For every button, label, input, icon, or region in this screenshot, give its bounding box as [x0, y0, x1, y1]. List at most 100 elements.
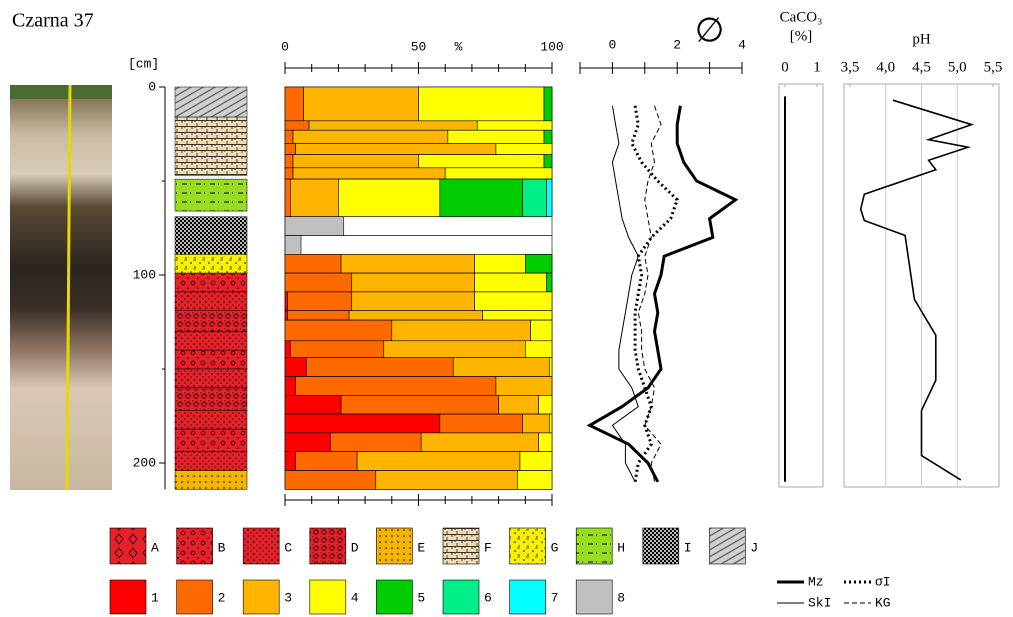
bar-segment	[285, 341, 290, 358]
lithology-pattern	[175, 117, 247, 175]
bar-segment	[517, 471, 552, 490]
bar-segment	[296, 452, 357, 471]
bar-segment	[357, 452, 520, 471]
x-tick-label: 0	[281, 39, 289, 54]
x-tick-label: 5,5	[984, 59, 1003, 75]
bar-segment	[496, 143, 552, 154]
lithology-pattern	[175, 471, 247, 490]
bar-segment	[285, 311, 288, 320]
legend-swatch	[510, 580, 546, 614]
bar-segment	[285, 130, 293, 143]
legend-swatch	[177, 580, 213, 614]
soil-photo	[10, 85, 112, 490]
x-tick-label: 4	[738, 37, 746, 52]
legend-label: D	[351, 540, 359, 555]
bar-segment	[288, 292, 352, 311]
legend-label: σI	[875, 574, 891, 589]
bar-segment	[525, 341, 552, 358]
bar-segment	[285, 358, 306, 377]
bar-segment	[352, 273, 475, 292]
legend-label: B	[218, 540, 226, 555]
y-tick-label: 0	[148, 79, 156, 94]
legend-pattern	[376, 528, 412, 564]
bar-segment	[306, 358, 453, 377]
bar-segment	[376, 471, 518, 490]
x-tick-label: 5,0	[948, 59, 967, 75]
bar-segment	[293, 130, 448, 143]
legend-pattern	[243, 528, 279, 564]
x-tick-label: 3,5	[841, 59, 860, 75]
bar-segment	[440, 414, 523, 433]
bar-segment	[419, 155, 544, 168]
legend-pattern	[177, 528, 213, 564]
x-tick-label: 4,0	[876, 59, 895, 75]
legend-label: 1	[151, 590, 159, 605]
lithology-pattern	[175, 410, 247, 429]
legend-swatch	[376, 580, 412, 614]
legend-label: 3	[284, 590, 292, 605]
lithology-pattern	[175, 292, 247, 311]
legend-label: A	[151, 540, 159, 555]
bar-segment	[520, 452, 552, 471]
bar-segment	[285, 168, 293, 179]
bar-segment	[285, 254, 341, 273]
bar-segment	[544, 130, 552, 143]
bar-segment	[288, 311, 349, 320]
row-frame	[285, 236, 552, 255]
lithology-pattern	[175, 179, 247, 211]
profile-line	[612, 106, 638, 482]
profile-line	[861, 100, 972, 480]
legend-label: 7	[551, 590, 559, 605]
bar-segment	[304, 87, 419, 121]
bar-segment	[285, 433, 330, 452]
y-axis-label: [cm]	[128, 56, 159, 71]
bar-segment	[496, 377, 552, 396]
bar-segment	[285, 143, 296, 154]
bar-segment	[285, 121, 309, 130]
bar-segment	[349, 311, 483, 320]
bar-segment	[285, 155, 293, 168]
bar-segment	[285, 217, 344, 236]
bar-segment	[309, 121, 477, 130]
x-tick-label: 2	[673, 37, 681, 52]
bar-segment	[285, 320, 392, 341]
legend-pattern	[643, 528, 679, 564]
bar-segment	[549, 414, 552, 433]
bar-segment	[539, 433, 552, 452]
bar-segment	[440, 179, 523, 217]
bar-segment	[448, 130, 544, 143]
lithology-pattern	[175, 311, 247, 332]
legend-label: 5	[417, 590, 425, 605]
y-tick-label: 100	[133, 267, 156, 282]
bar-segment	[341, 254, 475, 273]
bar-segment	[483, 311, 552, 320]
bar-segment	[285, 452, 296, 471]
bar-segment	[499, 395, 539, 414]
bar-segment	[285, 273, 352, 292]
chart-title: pH	[912, 31, 931, 47]
lithology-pattern	[175, 331, 247, 350]
bar-segment	[523, 414, 550, 433]
bar-segment	[290, 179, 338, 217]
bar-segment	[330, 433, 421, 452]
bar-segment	[341, 395, 499, 414]
bar-segment	[477, 121, 552, 130]
bar-segment	[285, 377, 296, 396]
lithology-pattern	[175, 87, 247, 117]
bar-segment	[293, 155, 418, 168]
bar-segment	[547, 179, 552, 217]
legend-swatch	[110, 580, 146, 614]
bar-segment	[352, 292, 475, 311]
figure: Czarna 37 ABCDEFGHIJ[cm]0100200050100%12…	[0, 0, 1013, 617]
page: Czarna 37 ABCDEFGHIJ[cm]0100200050100%12…	[0, 0, 1013, 617]
x-axis-label: %	[455, 39, 463, 54]
legend-pattern	[443, 528, 479, 564]
legend-pattern	[310, 528, 346, 564]
bar-segment	[453, 358, 549, 377]
bar-segment	[285, 292, 288, 311]
bar-segment	[523, 179, 547, 217]
bar-segment	[549, 358, 552, 377]
legend-pattern	[510, 528, 546, 564]
legend-pattern	[110, 528, 146, 564]
legend-label: Mz	[808, 574, 824, 589]
